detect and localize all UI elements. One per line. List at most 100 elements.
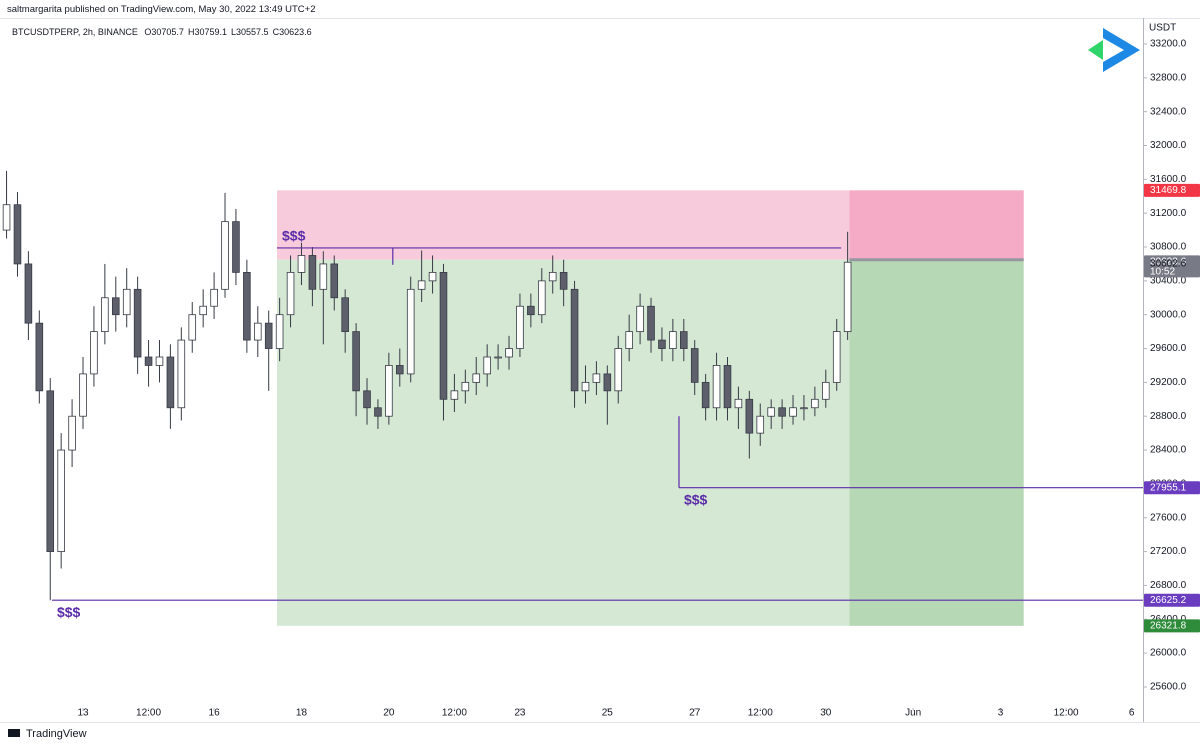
candle-body bbox=[79, 373, 87, 417]
x-tick-label: 25 bbox=[602, 708, 614, 719]
candle-body bbox=[428, 271, 437, 282]
level-label: $$$ bbox=[282, 228, 306, 244]
price-label-box bbox=[1144, 481, 1200, 495]
price-label-box bbox=[1144, 593, 1200, 607]
candle-body bbox=[24, 263, 33, 324]
candle-body bbox=[122, 288, 131, 316]
candle-body bbox=[603, 373, 612, 392]
candle-body bbox=[406, 288, 415, 375]
candle-body bbox=[778, 407, 786, 417]
candle-body bbox=[811, 398, 819, 409]
x-tick-label: 12:00 bbox=[442, 708, 467, 719]
candle-body bbox=[723, 365, 732, 409]
x-tick-label: 30 bbox=[820, 708, 832, 719]
candle-body bbox=[538, 280, 546, 316]
candle-body bbox=[822, 381, 830, 400]
candle-body bbox=[286, 271, 295, 316]
candle-body bbox=[516, 305, 524, 349]
y-tick-label: 32800.0 bbox=[1150, 72, 1187, 83]
logo-shape bbox=[1103, 38, 1124, 62]
candle-body bbox=[35, 322, 44, 392]
candle-body bbox=[101, 297, 109, 333]
target-zone-active bbox=[849, 259, 1024, 626]
x-tick-label: 6 bbox=[1129, 708, 1135, 719]
candle-body bbox=[701, 381, 710, 409]
candle-body bbox=[166, 356, 175, 409]
candle-body bbox=[210, 288, 218, 307]
candle-body bbox=[330, 263, 339, 299]
candle-body bbox=[352, 331, 360, 392]
y-tick-label: 30400.0 bbox=[1150, 275, 1187, 286]
y-tick-label: 31600.0 bbox=[1150, 174, 1187, 185]
ohlc-value: 30705.7 bbox=[151, 27, 184, 37]
x-tick-label: 27 bbox=[689, 708, 701, 719]
candle-body bbox=[832, 331, 841, 383]
logo-shape bbox=[1088, 40, 1103, 60]
price-label: 27955.1 bbox=[1150, 482, 1187, 493]
ohlc-key: O bbox=[144, 27, 152, 37]
candle-body bbox=[439, 271, 448, 400]
candle-body bbox=[680, 331, 688, 349]
candle-body bbox=[341, 297, 349, 333]
candle-body bbox=[177, 339, 186, 409]
y-tick-label: 26800.0 bbox=[1150, 580, 1187, 591]
level-label: $$$ bbox=[684, 491, 708, 507]
candle-body bbox=[548, 271, 557, 282]
ohlc-value: 30557.5 bbox=[236, 27, 269, 37]
candle-body bbox=[308, 255, 317, 290]
x-tick-label: 20 bbox=[383, 708, 395, 719]
candle-body bbox=[843, 261, 852, 333]
candle-body bbox=[767, 407, 775, 417]
y-tick-label: 25600.0 bbox=[1150, 682, 1187, 693]
candle-body bbox=[734, 398, 743, 409]
ohlc-key: C bbox=[272, 27, 280, 37]
ohlc-key: L bbox=[231, 27, 237, 37]
candle-body bbox=[385, 365, 393, 417]
price-label-box bbox=[1144, 183, 1200, 197]
candle-body bbox=[417, 280, 426, 290]
ohlc-value: 30623.6 bbox=[279, 27, 312, 37]
candle-body bbox=[2, 204, 11, 231]
candle-body bbox=[581, 381, 590, 392]
x-tick-label: 23 bbox=[514, 708, 526, 719]
candle-body bbox=[636, 305, 644, 333]
price-label: 26625.2 bbox=[1150, 595, 1187, 606]
y-tick-label: 29200.0 bbox=[1150, 377, 1187, 388]
x-tick-label: 16 bbox=[209, 708, 221, 719]
candle-body bbox=[472, 373, 481, 383]
candle-body bbox=[450, 390, 459, 400]
candle-body bbox=[275, 314, 284, 349]
candle-body bbox=[559, 271, 568, 290]
candle-body bbox=[461, 381, 470, 392]
y-tick-label: 26000.0 bbox=[1150, 648, 1187, 659]
candle-body bbox=[614, 348, 623, 392]
publish-info: saltmargarita published on TradingView.c… bbox=[7, 4, 316, 15]
candle-body bbox=[625, 331, 633, 349]
footer-logo bbox=[8, 729, 20, 737]
candle-body bbox=[658, 339, 666, 349]
brand-logo bbox=[1088, 28, 1140, 72]
candle-body bbox=[374, 407, 382, 417]
x-tick-label: 12:00 bbox=[1054, 708, 1079, 719]
candle-body bbox=[188, 314, 197, 341]
candle-body bbox=[789, 407, 797, 417]
price-label-box bbox=[1144, 255, 1200, 278]
price-label: 26321.8 bbox=[1150, 621, 1187, 632]
candle-body bbox=[221, 221, 229, 290]
candle-body bbox=[745, 398, 754, 434]
candle-body bbox=[800, 407, 808, 410]
candle-body bbox=[690, 348, 699, 383]
target-zone bbox=[277, 259, 850, 626]
footer-brand: TradingView bbox=[26, 728, 87, 740]
x-tick-label: 3 bbox=[998, 708, 1004, 719]
y-tick-label: 30800.0 bbox=[1150, 242, 1187, 253]
ohlc-key: H bbox=[187, 27, 195, 37]
candle-body bbox=[243, 271, 251, 341]
candle-body bbox=[669, 331, 677, 349]
y-tick-label: 27200.0 bbox=[1150, 546, 1187, 557]
candle-body bbox=[46, 390, 55, 552]
y-tick-label: 31200.0 bbox=[1150, 208, 1187, 219]
symbol: BTCUSDTPERP, 2h, BINANCE bbox=[12, 27, 138, 37]
